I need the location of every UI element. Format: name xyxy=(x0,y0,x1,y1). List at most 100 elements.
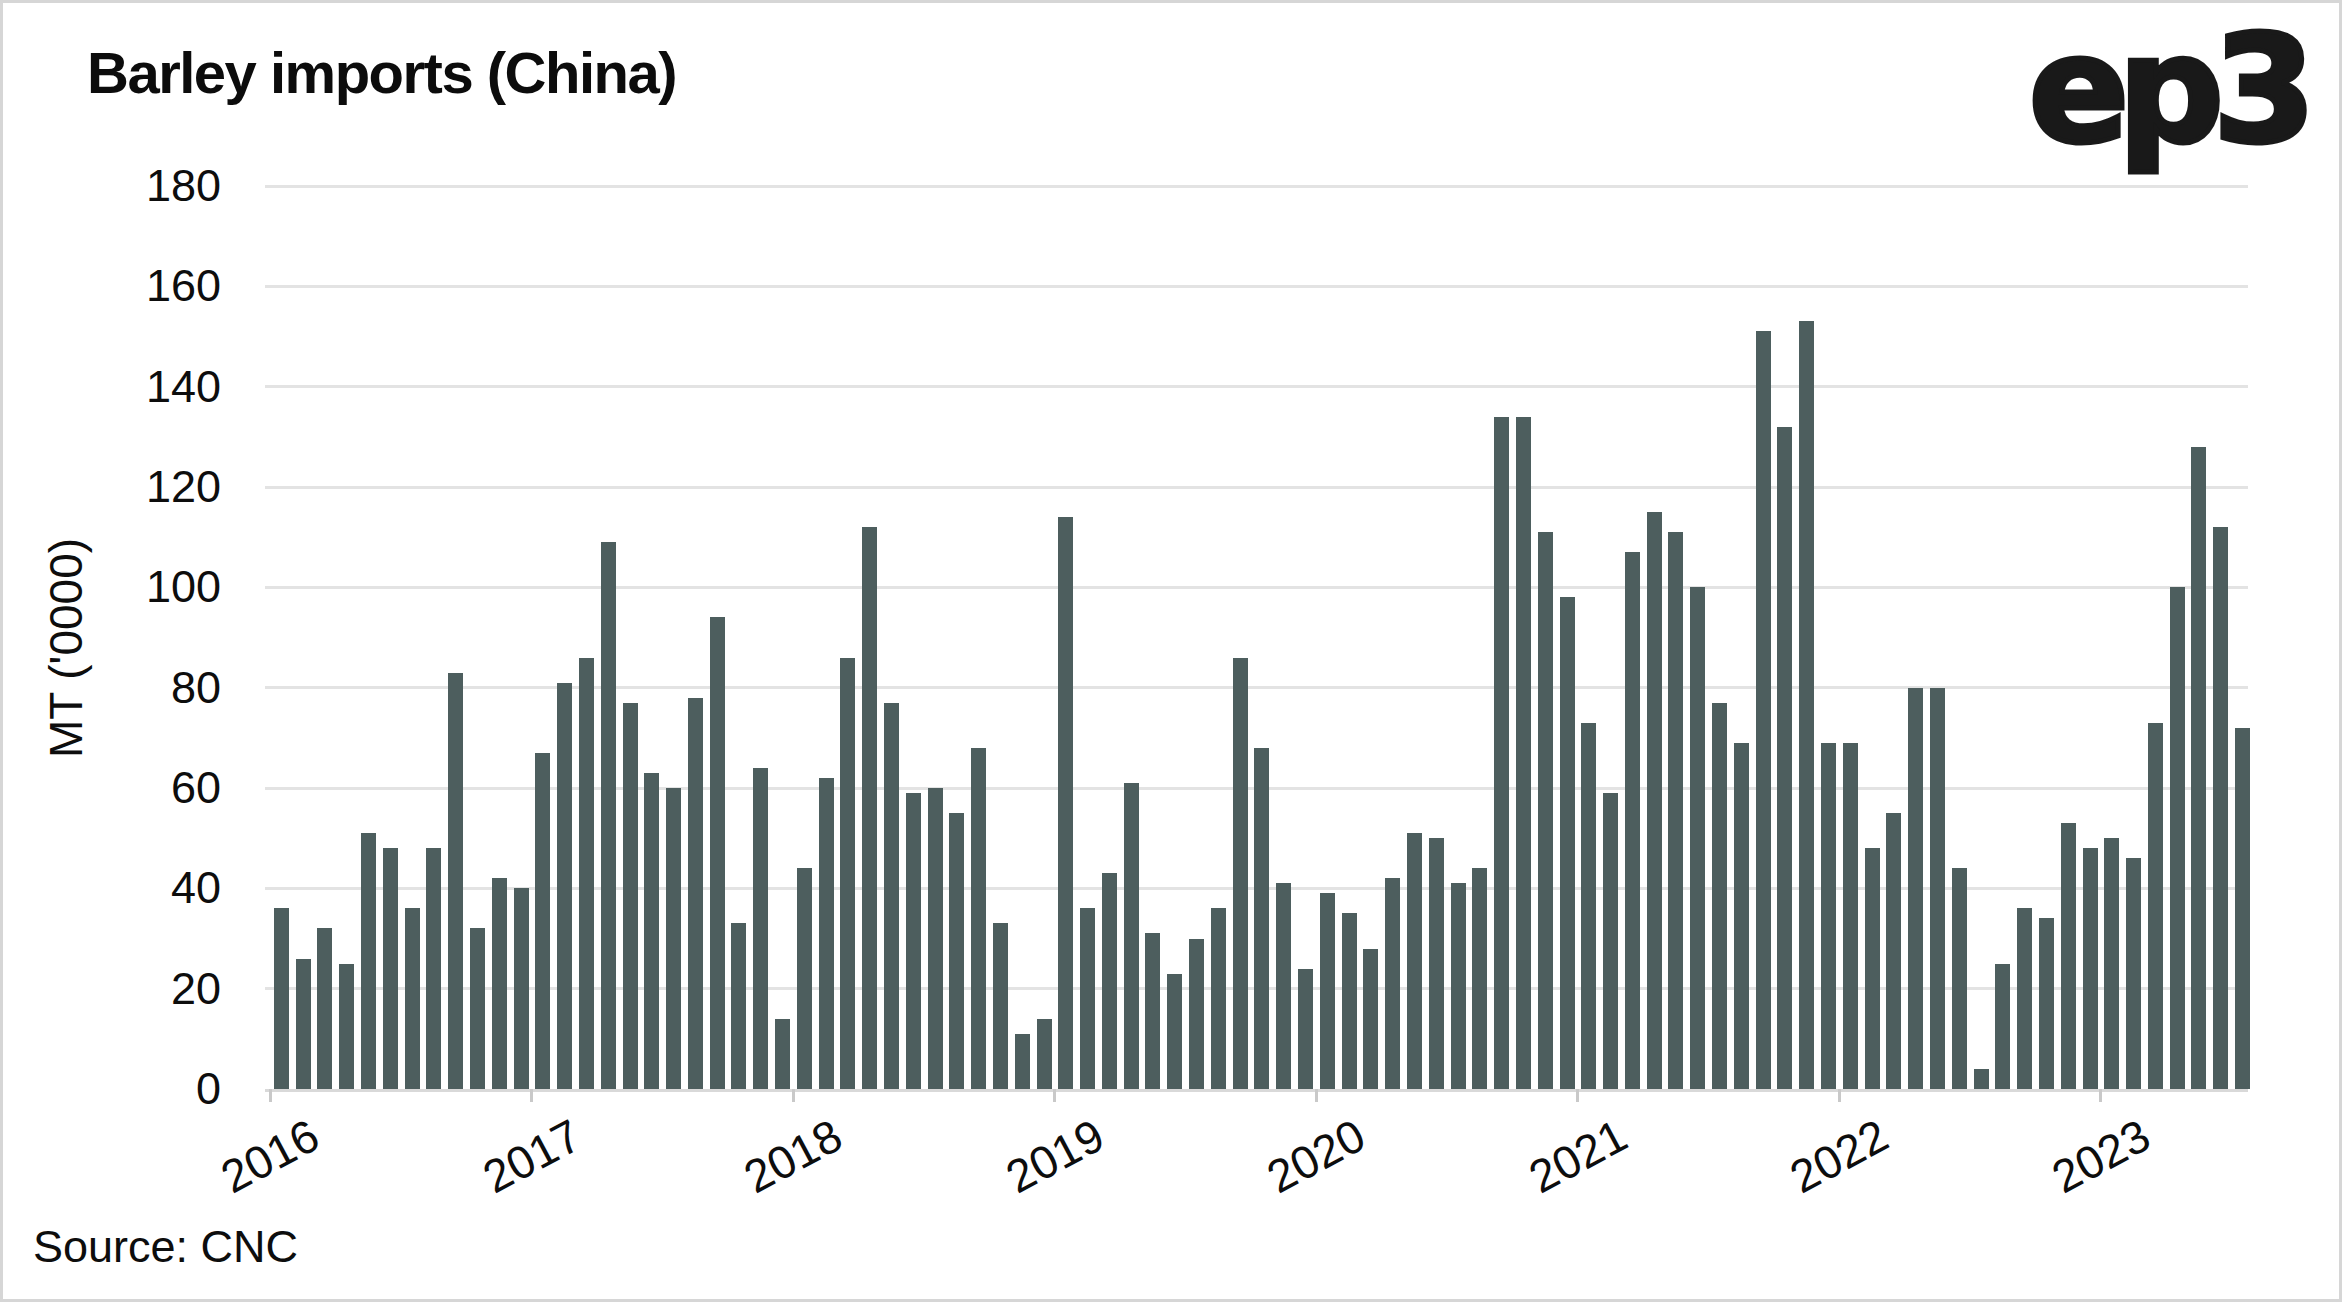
bar xyxy=(1080,908,1095,1089)
bar xyxy=(906,793,921,1089)
bar xyxy=(1189,939,1204,1090)
x-axis-tick xyxy=(530,1089,533,1102)
x-tick-label: 2023 xyxy=(2022,1097,2180,1215)
bar xyxy=(1037,1019,1052,1089)
bar xyxy=(405,908,420,1089)
bar xyxy=(688,698,703,1089)
bar xyxy=(731,923,746,1089)
bar xyxy=(361,833,376,1089)
bar xyxy=(557,683,572,1089)
gridline xyxy=(265,285,2248,288)
x-axis-line xyxy=(265,1089,2248,1092)
bar xyxy=(1581,723,1596,1089)
bar xyxy=(1516,417,1531,1089)
bar xyxy=(1865,848,1880,1089)
bar xyxy=(1886,813,1901,1089)
x-axis-tick xyxy=(792,1089,795,1102)
bar xyxy=(492,878,507,1089)
x-axis-tick xyxy=(269,1089,272,1102)
bar xyxy=(1777,427,1792,1089)
y-tick-label: 80 xyxy=(3,657,221,719)
bar xyxy=(993,923,1008,1089)
y-tick-label: 180 xyxy=(3,155,221,217)
bar xyxy=(2061,823,2076,1089)
bar xyxy=(2083,848,2098,1089)
gridline xyxy=(265,385,2248,388)
bar xyxy=(383,848,398,1089)
bar xyxy=(1145,933,1160,1089)
bar xyxy=(1930,688,1945,1089)
bar xyxy=(2104,838,2119,1089)
bar xyxy=(1734,743,1749,1089)
bar xyxy=(1647,512,1662,1089)
bar xyxy=(1102,873,1117,1089)
y-tick-label: 40 xyxy=(3,857,221,919)
bar xyxy=(1668,532,1683,1089)
bar xyxy=(2235,728,2250,1089)
bar xyxy=(339,964,354,1089)
gridline xyxy=(265,586,2248,589)
bar xyxy=(1625,552,1640,1089)
bar xyxy=(1363,949,1378,1089)
x-axis-tick xyxy=(1053,1089,1056,1102)
bar xyxy=(1320,893,1335,1089)
bar xyxy=(274,908,289,1089)
bar xyxy=(1908,688,1923,1089)
y-tick-label: 100 xyxy=(3,556,221,618)
x-tick-label: 2017 xyxy=(453,1097,611,1215)
bar xyxy=(775,1019,790,1089)
bar xyxy=(2126,858,2141,1089)
bar xyxy=(1843,743,1858,1089)
bar xyxy=(296,959,311,1089)
y-tick-label: 140 xyxy=(3,356,221,418)
bar xyxy=(470,928,485,1089)
bar xyxy=(535,753,550,1089)
bar xyxy=(949,813,964,1089)
bar xyxy=(1407,833,1422,1089)
bar xyxy=(1342,913,1357,1089)
bar xyxy=(1995,964,2010,1089)
bar xyxy=(1712,703,1727,1089)
x-tick-label: 2020 xyxy=(1238,1097,1396,1215)
bar xyxy=(514,888,529,1089)
bar xyxy=(1821,743,1836,1089)
bar xyxy=(862,527,877,1089)
x-axis-tick xyxy=(1838,1089,1841,1102)
bar xyxy=(1472,868,1487,1089)
x-axis-tick xyxy=(1315,1089,1318,1102)
bar xyxy=(623,703,638,1089)
bar xyxy=(2039,918,2054,1089)
bar xyxy=(2017,908,2032,1089)
x-tick-label: 2022 xyxy=(1761,1097,1919,1215)
bar xyxy=(2148,723,2163,1089)
bar xyxy=(1429,838,1444,1089)
bar xyxy=(1974,1069,1989,1089)
x-tick-label: 2021 xyxy=(1499,1097,1657,1215)
bar xyxy=(1385,878,1400,1089)
bar xyxy=(1538,532,1553,1089)
bar xyxy=(601,542,616,1089)
y-tick-label: 120 xyxy=(3,456,221,518)
bar xyxy=(710,617,725,1089)
bar xyxy=(1298,969,1313,1089)
gridline xyxy=(265,185,2248,188)
bar xyxy=(1233,658,1248,1089)
bar xyxy=(1015,1034,1030,1089)
bar xyxy=(1451,883,1466,1089)
bar xyxy=(1560,597,1575,1089)
x-tick-label: 2018 xyxy=(715,1097,873,1215)
bar xyxy=(2213,527,2228,1089)
bar xyxy=(1603,793,1618,1089)
bar xyxy=(1058,517,1073,1089)
bar xyxy=(819,778,834,1089)
bar xyxy=(1756,331,1771,1089)
bar xyxy=(426,848,441,1089)
bar xyxy=(928,788,943,1089)
x-axis-tick xyxy=(2099,1089,2102,1102)
bar xyxy=(666,788,681,1089)
bar xyxy=(1952,868,1967,1089)
gridline xyxy=(265,486,2248,489)
x-axis-tick xyxy=(1576,1089,1579,1102)
bar xyxy=(1167,974,1182,1089)
bar xyxy=(1494,417,1509,1089)
